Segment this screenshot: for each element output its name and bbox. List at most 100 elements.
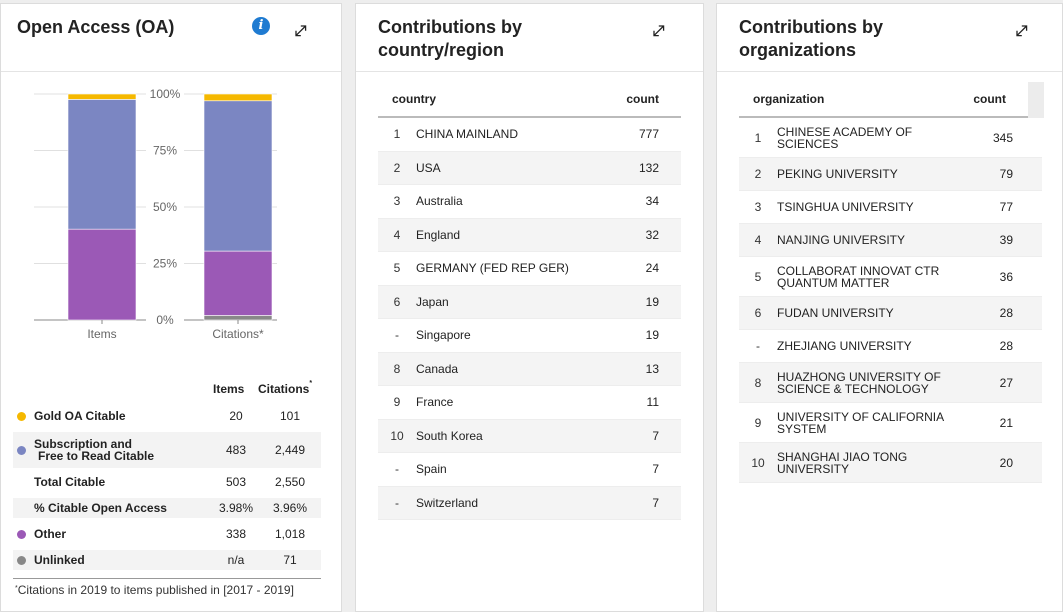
row-count: 39 (999, 233, 1013, 247)
legend-col-citations: Citations* (258, 380, 313, 396)
table-header: organization count (739, 82, 1042, 118)
column-header-country[interactable]: country (392, 92, 437, 106)
row-name: France (416, 395, 454, 410)
bar-segment-gold[interactable] (67, 93, 137, 100)
legend-row[interactable]: % Citable Open Access 3.98% 3.96% (13, 498, 321, 518)
row-name: HUAZHONG UNIVERSITY OF SCIENCE & TECHNOL… (777, 369, 941, 396)
y-tick-label: 50% (153, 200, 177, 214)
legend-label: % Citable Open Access (34, 501, 167, 515)
row-count: 132 (638, 160, 659, 175)
table-row[interactable]: 3 Australia 34 (378, 185, 681, 219)
table-row[interactable]: 2 PEKING UNIVERSITY 79 (739, 158, 1042, 191)
row-name: TSINGHUA UNIVERSITY (777, 200, 914, 214)
header-divider (717, 71, 1062, 72)
table-row[interactable]: 4 England 32 (378, 218, 681, 252)
table-row[interactable]: 9 France 11 (378, 386, 681, 420)
row-count: 77 (999, 200, 1013, 214)
row-name: UNIVERSITY OF CALIFORNIA SYSTEM (777, 409, 944, 436)
legend-citations-value: 101 (279, 409, 301, 423)
legend-citations-value: 2,449 (274, 443, 306, 457)
row-count: 777 (638, 127, 659, 142)
row-rank: 3 (393, 194, 401, 209)
row-name: Singapore (416, 328, 471, 343)
expand-icon[interactable] (1013, 22, 1031, 40)
table-row[interactable]: 3 TSINGHUA UNIVERSITY 77 (739, 191, 1042, 224)
legend-row[interactable]: Gold OA Citable 20 101 (13, 406, 321, 426)
y-tick-label: 75% (153, 144, 177, 158)
legend-row[interactable]: Total Citable 503 2,550 (13, 472, 321, 492)
row-count: 79 (999, 167, 1013, 181)
bar-segment-unlinked[interactable] (203, 315, 273, 321)
table-scrollbar[interactable] (1028, 82, 1044, 118)
row-count: 7 (652, 462, 659, 477)
bar-segment-other[interactable] (203, 250, 273, 316)
footnote-divider (13, 578, 321, 579)
legend-citations-value: 2,550 (274, 475, 306, 489)
table-row[interactable]: 6 FUDAN UNIVERSITY 28 (739, 297, 1042, 330)
row-rank: 9 (393, 395, 401, 410)
table-row[interactable]: - ZHEJIANG UNIVERSITY 28 (739, 330, 1042, 363)
panel-title: Contributions by country/region (378, 17, 522, 60)
table-row[interactable]: 8 Canada 13 (378, 352, 681, 386)
row-rank: - (395, 462, 399, 477)
row-name: England (416, 227, 461, 242)
column-header-organization[interactable]: organization (753, 92, 825, 106)
row-name: Canada (416, 361, 459, 376)
legend-row[interactable]: Unlinked n/a 71 (13, 550, 321, 570)
row-rank: 1 (754, 130, 762, 145)
info-icon[interactable]: i (252, 17, 270, 35)
legend-citations-value: 71 (283, 553, 297, 567)
row-count: 11 (646, 395, 659, 410)
row-rank: 6 (754, 306, 762, 320)
table-row[interactable]: 8 HUAZHONG UNIVERSITY OF SCIENCE & TECHNO… (739, 363, 1042, 403)
row-count: 27 (999, 375, 1013, 390)
table-header: country count (378, 82, 681, 118)
row-count: 13 (645, 361, 659, 376)
table-row[interactable]: 10 South Korea 7 (378, 419, 681, 453)
bar-segment-other[interactable] (67, 228, 137, 321)
table-row[interactable]: - Singapore 19 (378, 319, 681, 353)
bar-segment-subscription[interactable] (203, 100, 273, 252)
table-row[interactable]: - Spain 7 (378, 453, 681, 487)
table-row[interactable]: 2 USA 132 (378, 151, 681, 185)
column-header-count[interactable]: count (973, 92, 1006, 106)
row-name: Switzerland (416, 495, 479, 510)
row-name: CHINA MAINLAND (416, 127, 519, 142)
country-panel: Contributions by country/region country … (355, 3, 704, 612)
row-name: COLLABORAT INNOVAT CTR QUANTUM MATTER (777, 263, 940, 290)
legend-label: Subscription and Free to Read Citable (34, 437, 155, 463)
legend-col-items: Items (213, 382, 245, 396)
y-tick-label: 0% (156, 313, 174, 327)
table-row[interactable]: 4 NANJING UNIVERSITY 39 (739, 224, 1042, 257)
bar-segment-subscription[interactable] (67, 99, 137, 230)
row-rank: 5 (754, 269, 762, 284)
row-rank: 2 (754, 167, 762, 181)
table-row[interactable]: 5 GERMANY (FED REP GER) 24 (378, 252, 681, 286)
row-rank: 10 (751, 455, 765, 470)
legend-items-value: 20 (229, 409, 243, 423)
row-count: 21 (999, 415, 1013, 430)
table-row[interactable]: 10 SHANGHAI JIAO TONG UNIVERSITY 20 (739, 443, 1042, 483)
row-rank: - (395, 328, 399, 343)
table-row[interactable]: 6 Japan 19 (378, 285, 681, 319)
expand-icon[interactable] (650, 22, 668, 40)
row-count: 19 (645, 328, 659, 343)
y-tick-label: 100% (150, 87, 181, 101)
oa-stacked-bar-chart: 100% 75% 50% 25% 0% Items Citations* (34, 87, 277, 341)
table-row[interactable]: - Switzerland 7 (378, 486, 681, 520)
row-rank: 8 (393, 361, 401, 376)
header-divider (356, 71, 703, 72)
row-count: 7 (652, 495, 659, 510)
row-name: USA (416, 160, 441, 175)
column-header-count[interactable]: count (626, 92, 659, 106)
table-row[interactable]: 1 CHINESE ACADEMY OF SCIENCES 345 (739, 118, 1042, 158)
legend-row[interactable]: Other 338 1,018 (13, 524, 321, 544)
legend-row[interactable]: Subscription and Free to Read Citable 483 2… (13, 432, 321, 468)
expand-icon[interactable] (292, 22, 310, 40)
table-row[interactable]: 1 CHINA MAINLAND 777 (378, 118, 681, 152)
row-count: 20 (999, 455, 1013, 470)
row-rank: 4 (393, 227, 401, 242)
bar-segment-gold[interactable] (203, 93, 273, 102)
table-row[interactable]: 5 COLLABORAT INNOVAT CTR QUANTUM MATTER 36 (739, 257, 1042, 297)
table-row[interactable]: 9 UNIVERSITY OF CALIFORNIA SYSTEM 21 (739, 403, 1042, 443)
